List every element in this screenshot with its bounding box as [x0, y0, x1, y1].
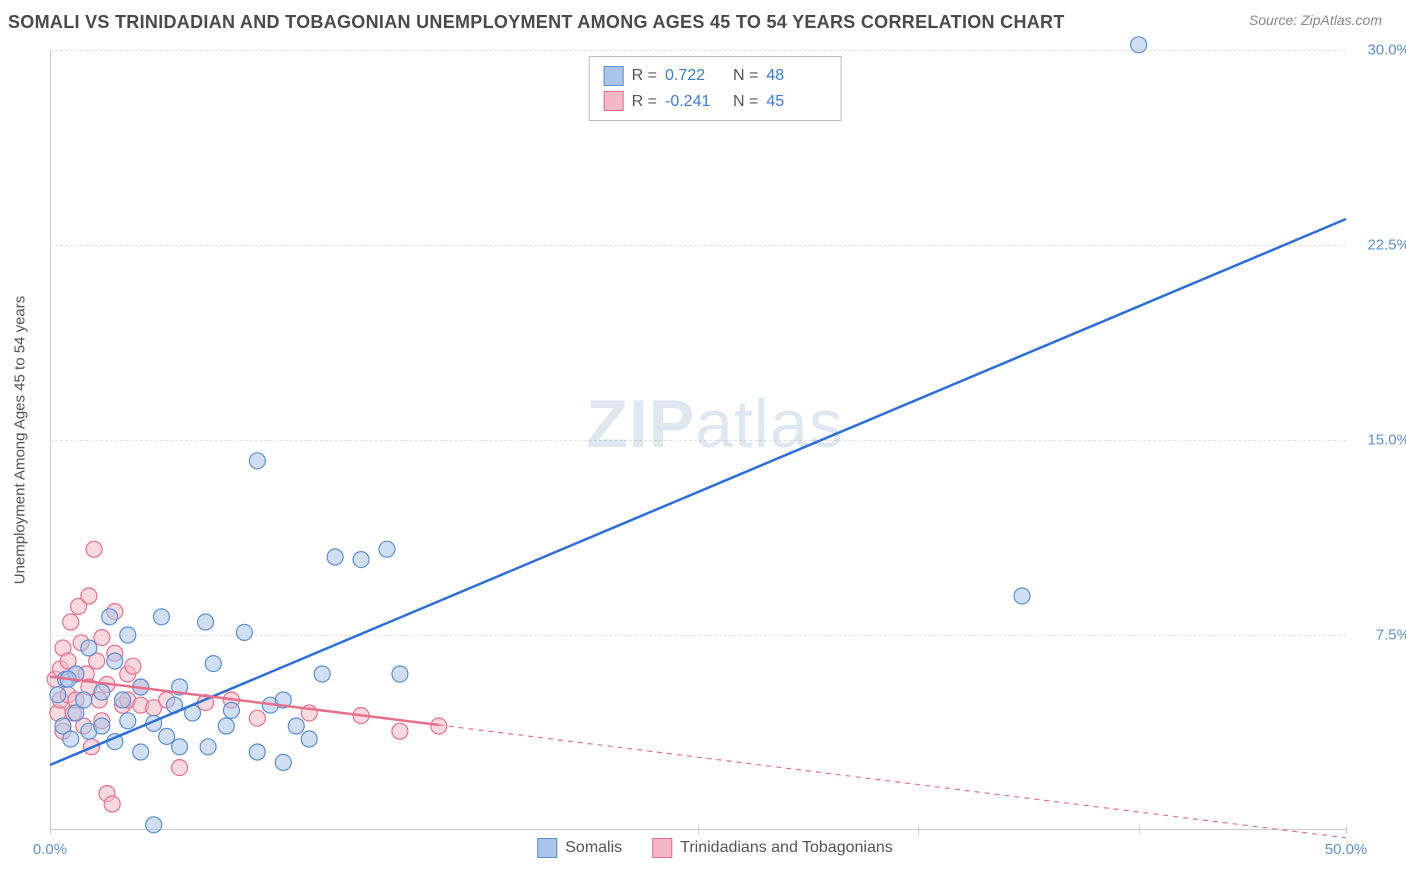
- stat-r-label: R =: [632, 89, 657, 115]
- data-point: [86, 541, 102, 557]
- data-point: [133, 744, 149, 760]
- data-point: [327, 549, 343, 565]
- data-point: [50, 687, 66, 703]
- data-point: [120, 627, 136, 643]
- data-point: [146, 817, 162, 833]
- data-point: [94, 718, 110, 734]
- legend-label: Somalis: [565, 839, 622, 857]
- data-point: [63, 614, 79, 630]
- data-point: [120, 713, 136, 729]
- data-point: [1014, 588, 1030, 604]
- data-point: [94, 630, 110, 646]
- y-axis-label: Unemployment Among Ages 45 to 54 years: [12, 296, 29, 585]
- legend-swatch: [652, 838, 672, 858]
- data-point: [153, 609, 169, 625]
- data-point: [1131, 37, 1147, 53]
- data-point: [125, 658, 141, 674]
- data-point: [205, 656, 221, 672]
- stat-r-value: -0.241: [665, 89, 725, 115]
- trend-line: [50, 219, 1346, 765]
- scatter-svg: [50, 50, 1380, 830]
- series-legend: Somalis Trinidadians and Tobagonians: [537, 838, 893, 858]
- data-point: [249, 710, 265, 726]
- data-point: [275, 754, 291, 770]
- data-point: [200, 739, 216, 755]
- source-attribution: Source: ZipAtlas.com: [1249, 12, 1382, 28]
- stats-row: R = 0.722 N = 48: [604, 63, 827, 89]
- legend-swatch: [604, 66, 624, 86]
- data-point: [107, 653, 123, 669]
- stat-n-value: 48: [766, 63, 826, 89]
- data-point: [392, 723, 408, 739]
- data-point: [172, 760, 188, 776]
- chart-title: SOMALI VS TRINIDADIAN AND TOBAGONIAN UNE…: [8, 12, 1065, 33]
- x-tick-label: 50.0%: [1325, 841, 1368, 858]
- legend-swatch: [604, 91, 624, 111]
- stat-n-label: N =: [733, 89, 758, 115]
- stats-row: R = -0.241 N = 45: [604, 89, 827, 115]
- legend-item: Somalis: [537, 838, 622, 858]
- y-tick-label: 7.5%: [1376, 627, 1406, 644]
- legend-label: Trinidadians and Tobagonians: [680, 839, 893, 857]
- trend-line-extrapolated: [439, 725, 1346, 838]
- data-point: [104, 796, 120, 812]
- data-point: [159, 728, 175, 744]
- data-point: [218, 718, 234, 734]
- data-point: [81, 588, 97, 604]
- plot-region: 7.5%15.0%22.5%30.0% 0.0%50.0% ZIPatlas R…: [50, 50, 1380, 830]
- legend-swatch: [537, 838, 557, 858]
- data-point: [81, 640, 97, 656]
- stat-n-value: 45: [766, 89, 826, 115]
- data-point: [379, 541, 395, 557]
- data-point: [431, 718, 447, 734]
- stat-r-label: R =: [632, 63, 657, 89]
- data-point: [301, 731, 317, 747]
- data-point: [94, 684, 110, 700]
- stat-r-value: 0.722: [665, 63, 725, 89]
- legend-item: Trinidadians and Tobagonians: [652, 838, 893, 858]
- data-point: [63, 731, 79, 747]
- data-point: [249, 744, 265, 760]
- data-point: [288, 718, 304, 734]
- x-tick-label: 0.0%: [33, 841, 67, 858]
- data-point: [392, 666, 408, 682]
- data-point: [102, 609, 118, 625]
- data-point: [172, 739, 188, 755]
- chart-area: Unemployment Among Ages 45 to 54 years 7…: [50, 50, 1380, 830]
- data-point: [249, 453, 265, 469]
- data-point: [353, 552, 369, 568]
- data-point: [76, 692, 92, 708]
- data-point: [314, 666, 330, 682]
- data-point: [115, 692, 131, 708]
- data-point: [223, 702, 239, 718]
- data-point: [236, 624, 252, 640]
- stats-legend: R = 0.722 N = 48 R = -0.241 N = 45: [589, 56, 842, 121]
- data-point: [198, 614, 214, 630]
- stat-n-label: N =: [733, 63, 758, 89]
